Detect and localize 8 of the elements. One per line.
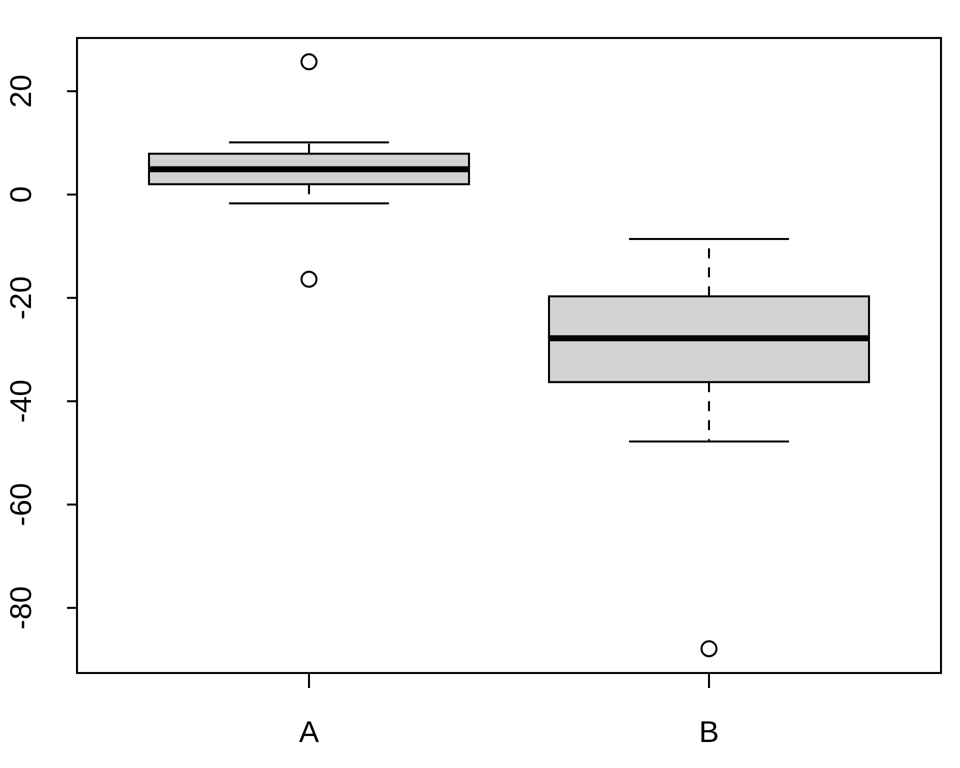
y-tick-label: -40 [5,380,38,423]
x-tick-label: B [698,716,720,749]
x-tick-label: A [298,716,320,749]
y-tick-label: -20 [5,276,38,320]
y-tick-label: -60 [5,482,38,526]
y-tick-label: 0 [5,186,38,203]
y-tick-label: -80 [5,586,38,630]
y-tick-label: 20 [5,74,38,108]
